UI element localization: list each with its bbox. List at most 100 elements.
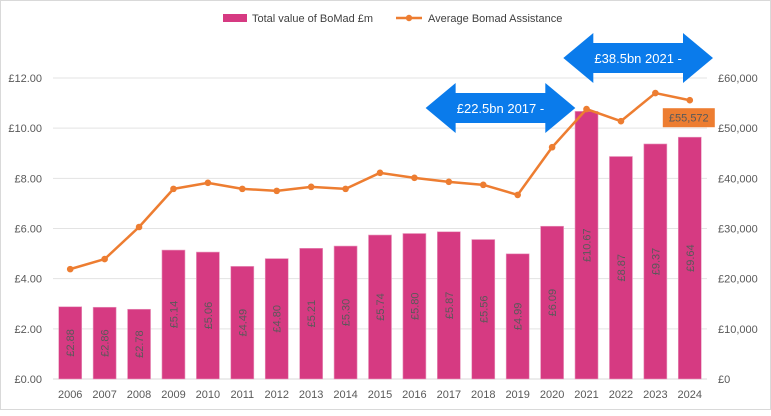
left-tick-label: £8.00 [14, 173, 42, 185]
bar-data-label: £5.56 [478, 296, 490, 324]
x-tick-label: 2017 [437, 389, 461, 401]
x-tick-label: 2018 [471, 389, 495, 401]
right-axis-ticks: £0 £10,000 £20,000 £30,000 £40,000 £50,000 £60… [718, 73, 758, 386]
line-marker [445, 178, 453, 186]
legend-swatch-bars [223, 14, 247, 22]
x-tick-label: 2015 [368, 389, 392, 401]
bar [92, 306, 117, 380]
bar-data-label: £9.64 [685, 244, 697, 272]
bar-data-label: £8.87 [616, 254, 628, 282]
bar [677, 136, 702, 380]
x-tick-label: 2024 [678, 389, 702, 401]
line-marker [686, 96, 694, 104]
value-callout-box [662, 108, 715, 128]
left-tick-label: £2.00 [14, 324, 42, 336]
line-marker [652, 89, 659, 97]
bar [196, 251, 220, 380]
right-tick-label: £20,000 [718, 274, 758, 286]
bar [230, 266, 255, 380]
line-marker [307, 183, 315, 191]
bar-data-label: £4.99 [513, 303, 525, 331]
x-tick-label: 2007 [92, 389, 116, 401]
x-tick-label: 2008 [127, 389, 151, 401]
legend: Total value of BoMad £m Average Bomad As… [223, 13, 562, 25]
bar [161, 249, 186, 380]
bar [333, 245, 358, 380]
arrow-annotation-label: £22.5bn 2017 - [457, 101, 544, 116]
line-marker [411, 174, 418, 182]
x-tick-label: 2019 [505, 389, 529, 401]
bar [437, 231, 461, 380]
line-marker [66, 265, 74, 273]
x-axis-ticks: 2006 2007 2008 2009 2010 2011 2012 2013 2014 2015… [58, 389, 702, 401]
left-tick-label: £4.00 [14, 274, 42, 286]
bar-data-label: £5.14 [168, 301, 180, 329]
right-tick-label: £60,000 [718, 73, 758, 85]
x-tick-label: 2010 [196, 389, 220, 401]
right-tick-label: £40,000 [718, 173, 758, 185]
bar-series [58, 111, 702, 380]
bar-data-labels: £2.88 £2.86 £2.78 £5.14 £5.06 £4.49 £4.80 £5.21… [65, 228, 697, 358]
line-marker [101, 255, 108, 263]
bar-data-label: £10.67 [582, 228, 594, 262]
x-tick-label: 2006 [58, 389, 82, 401]
bar-data-label: £5.06 [203, 302, 215, 330]
bar-data-label: £2.88 [65, 329, 77, 357]
bar [127, 308, 151, 380]
x-tick-label: 2011 [230, 389, 254, 401]
bar-data-label: £4.80 [272, 305, 284, 333]
x-tick-label: 2020 [540, 389, 564, 401]
left-tick-label: £10.00 [8, 123, 42, 135]
bar [402, 233, 427, 380]
line-marker [170, 185, 177, 193]
legend-label-bars: Total value of BoMad £m [252, 13, 373, 25]
x-tick-label: 2013 [299, 389, 323, 401]
double-arrow-annotation [563, 33, 713, 83]
line-marker [135, 223, 143, 231]
x-tick-label: 2014 [333, 389, 357, 401]
x-tick-label: 2023 [643, 389, 667, 401]
line-marker [514, 191, 521, 199]
bar [505, 253, 530, 380]
legend-swatch-marker [405, 14, 413, 22]
x-tick-label: 2012 [264, 389, 288, 401]
line-marker [479, 181, 487, 189]
left-tick-label: £12.00 [8, 73, 42, 85]
bar [643, 143, 668, 380]
line-marker [342, 185, 349, 193]
line-marker [376, 169, 384, 177]
x-tick-label: 2022 [609, 389, 633, 401]
bar [471, 239, 496, 380]
bar [299, 248, 323, 380]
line-marker [617, 117, 625, 125]
right-tick-label: £50,000 [718, 123, 758, 135]
bar [609, 156, 633, 380]
left-tick-label: £6.00 [14, 224, 42, 236]
bar-data-label: £4.49 [237, 309, 249, 337]
line-marker [204, 179, 212, 187]
bar-data-label: £2.78 [134, 330, 146, 358]
right-tick-label: £10,000 [718, 324, 758, 336]
left-tick-label: £0.00 [14, 374, 42, 386]
line-marker [239, 185, 246, 193]
legend-label-line: Average Bomad Assistance [428, 13, 562, 25]
right-tick-label: £0 [718, 374, 730, 386]
bar-data-label: £6.09 [547, 289, 559, 317]
x-tick-label: 2009 [161, 389, 185, 401]
bar-data-label: £5.21 [306, 300, 318, 328]
right-tick-label: £30,000 [718, 224, 758, 236]
bar [540, 225, 564, 380]
annotations: £22.5bn 2017 - £38.5bn 2021 - £55,572 [425, 33, 715, 133]
line-marker [548, 143, 556, 151]
bar-data-label: £9.37 [650, 248, 662, 276]
line-marker [273, 187, 281, 195]
x-tick-label: 2021 [574, 389, 598, 401]
bar [368, 234, 392, 380]
arrow-annotation-label: £38.5bn 2021 - [594, 51, 681, 66]
bar-data-label: £5.80 [409, 292, 421, 320]
bar [58, 306, 83, 380]
line-marker [583, 105, 590, 113]
bar-data-label: £2.86 [100, 329, 112, 357]
